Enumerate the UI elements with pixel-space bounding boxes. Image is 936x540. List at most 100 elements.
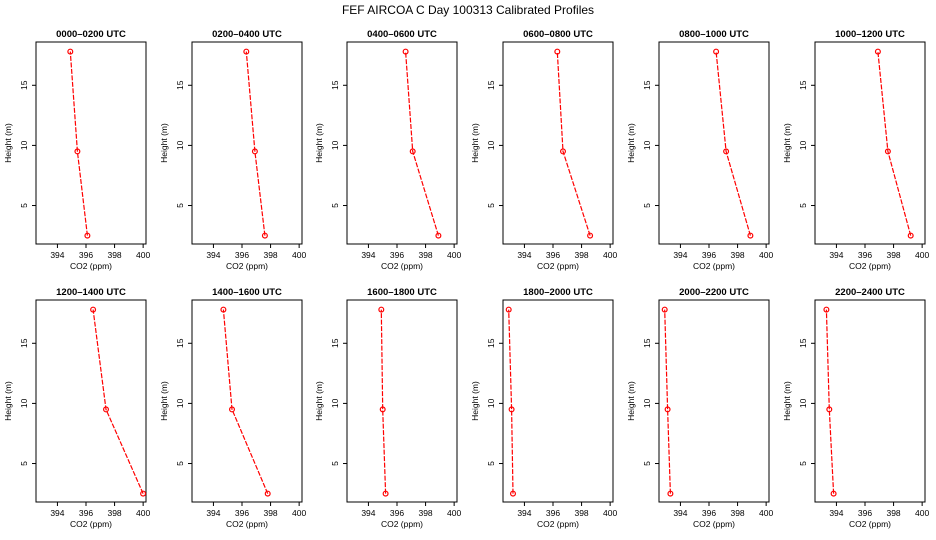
x-tick-label: 398 [263, 250, 277, 260]
x-tick-label: 396 [546, 250, 560, 260]
y-tick-label: 5 [19, 203, 29, 208]
y-tick-label: 10 [175, 398, 185, 408]
x-axis-label: CO2 (ppm) [537, 519, 579, 529]
panel-title: 2000–2200 UTC [679, 287, 749, 298]
x-tick-label: 396 [79, 250, 93, 260]
plot-frame [502, 41, 614, 245]
y-tick-label: 10 [642, 398, 652, 408]
co2-profile-line [715, 51, 751, 236]
profile-panel: 1200–1400 UTC 394 396 398 400 5 10 15 CO2 (ppm) H… [3, 287, 151, 529]
y-tick-label: 15 [798, 338, 808, 348]
co2-data-point [510, 490, 517, 497]
plot-frame [346, 41, 458, 245]
x-tick-label: 400 [915, 508, 929, 518]
co2-data-point [874, 48, 881, 55]
x-tick-label: 398 [107, 508, 121, 518]
plot-frame [191, 299, 303, 503]
y-tick-label: 10 [486, 398, 496, 408]
co2-data-point [102, 406, 109, 413]
x-tick-label: 394 [206, 508, 220, 518]
co2-profile-line [508, 309, 514, 494]
x-tick-label: 400 [759, 250, 773, 260]
x-tick-label: 396 [702, 508, 716, 518]
profile-panel: 0800–1000 UTC 394 396 398 400 5 10 15 CO2 (ppm) H… [626, 29, 774, 271]
x-tick-label: 394 [829, 508, 843, 518]
profile-panel: 1800–2000 UTC 394 396 398 400 5 10 15 CO2 (ppm) H… [470, 287, 618, 529]
y-tick-label: 10 [330, 140, 340, 150]
co2-data-point [587, 232, 594, 239]
y-tick-label: 15 [330, 338, 340, 348]
co2-data-point [243, 48, 250, 55]
x-axis-label: CO2 (ppm) [70, 519, 112, 529]
co2-profile-line [664, 309, 671, 494]
plot-frame [814, 299, 926, 503]
x-axis-label: CO2 (ppm) [693, 519, 735, 529]
y-axis-label: Height (m) [3, 123, 13, 163]
profile-panel: 1000–1200 UTC 394 396 398 400 5 10 15 CO2 (ppm) H… [782, 29, 930, 271]
x-tick-label: 400 [759, 508, 773, 518]
x-tick-label: 396 [858, 508, 872, 518]
profile-panel: 0600–0800 UTC 394 396 398 400 5 10 15 CO2 (ppm) H… [470, 29, 618, 271]
co2-data-point [435, 232, 442, 239]
co2-profile-line [825, 309, 835, 494]
plot-frame [658, 41, 770, 245]
co2-data-point [382, 490, 389, 497]
co2-data-point [409, 148, 416, 155]
plot-frame [346, 299, 458, 503]
y-tick-label: 10 [175, 140, 185, 150]
x-tick-label: 394 [673, 250, 687, 260]
x-tick-label: 400 [447, 250, 461, 260]
panel-title: 2200–2400 UTC [835, 287, 905, 298]
x-axis-label: CO2 (ppm) [226, 261, 268, 271]
x-tick-label: 398 [886, 250, 900, 260]
panel-title: 0600–0800 UTC [523, 29, 593, 40]
y-axis-label: Height (m) [314, 381, 324, 421]
panel-title: 0400–0600 UTC [367, 29, 437, 40]
y-tick-label: 10 [642, 140, 652, 150]
co2-data-point [907, 232, 914, 239]
y-tick-label: 5 [330, 461, 340, 466]
profile-panel: 0000–0200 UTC 394 396 398 400 5 10 15 CO2 (ppm) H… [3, 29, 151, 271]
y-tick-label: 5 [330, 203, 340, 208]
co2-data-point [505, 306, 512, 313]
co2-data-point [90, 306, 97, 313]
y-tick-label: 5 [175, 203, 185, 208]
co2-data-point [508, 406, 515, 413]
panel-title: 1800–2000 UTC [523, 287, 593, 298]
y-axis-label: Height (m) [470, 381, 480, 421]
co2-data-point [140, 490, 147, 497]
x-axis-label: CO2 (ppm) [537, 261, 579, 271]
y-tick-label: 10 [330, 398, 340, 408]
x-tick-label: 400 [447, 508, 461, 518]
y-tick-label: 15 [19, 338, 29, 348]
x-tick-label: 396 [702, 250, 716, 260]
x-axis-label: CO2 (ppm) [70, 261, 112, 271]
y-tick-label: 10 [19, 398, 29, 408]
plot-frame [191, 41, 303, 245]
co2-data-point [229, 406, 236, 413]
y-tick-label: 10 [486, 140, 496, 150]
x-tick-label: 400 [136, 508, 150, 518]
co2-data-point [723, 148, 730, 155]
x-tick-label: 398 [574, 250, 588, 260]
x-tick-label: 398 [418, 508, 432, 518]
co2-profile-line [877, 51, 912, 236]
y-tick-label: 15 [175, 80, 185, 90]
panel-title: 1200–1400 UTC [56, 287, 126, 298]
x-tick-label: 394 [517, 508, 531, 518]
y-tick-label: 15 [642, 80, 652, 90]
x-tick-label: 398 [886, 508, 900, 518]
x-axis-label: CO2 (ppm) [381, 519, 423, 529]
y-axis-label: Height (m) [3, 381, 13, 421]
panel-title: 0000–0200 UTC [56, 29, 126, 40]
y-tick-label: 15 [642, 338, 652, 348]
x-axis-label: CO2 (ppm) [381, 261, 423, 271]
x-tick-label: 394 [673, 508, 687, 518]
co2-data-point [884, 148, 891, 155]
panel-title: 1400–1600 UTC [212, 287, 282, 298]
y-tick-label: 5 [642, 461, 652, 466]
x-tick-label: 396 [390, 250, 404, 260]
co2-data-point [74, 148, 81, 155]
co2-data-point [84, 232, 91, 239]
